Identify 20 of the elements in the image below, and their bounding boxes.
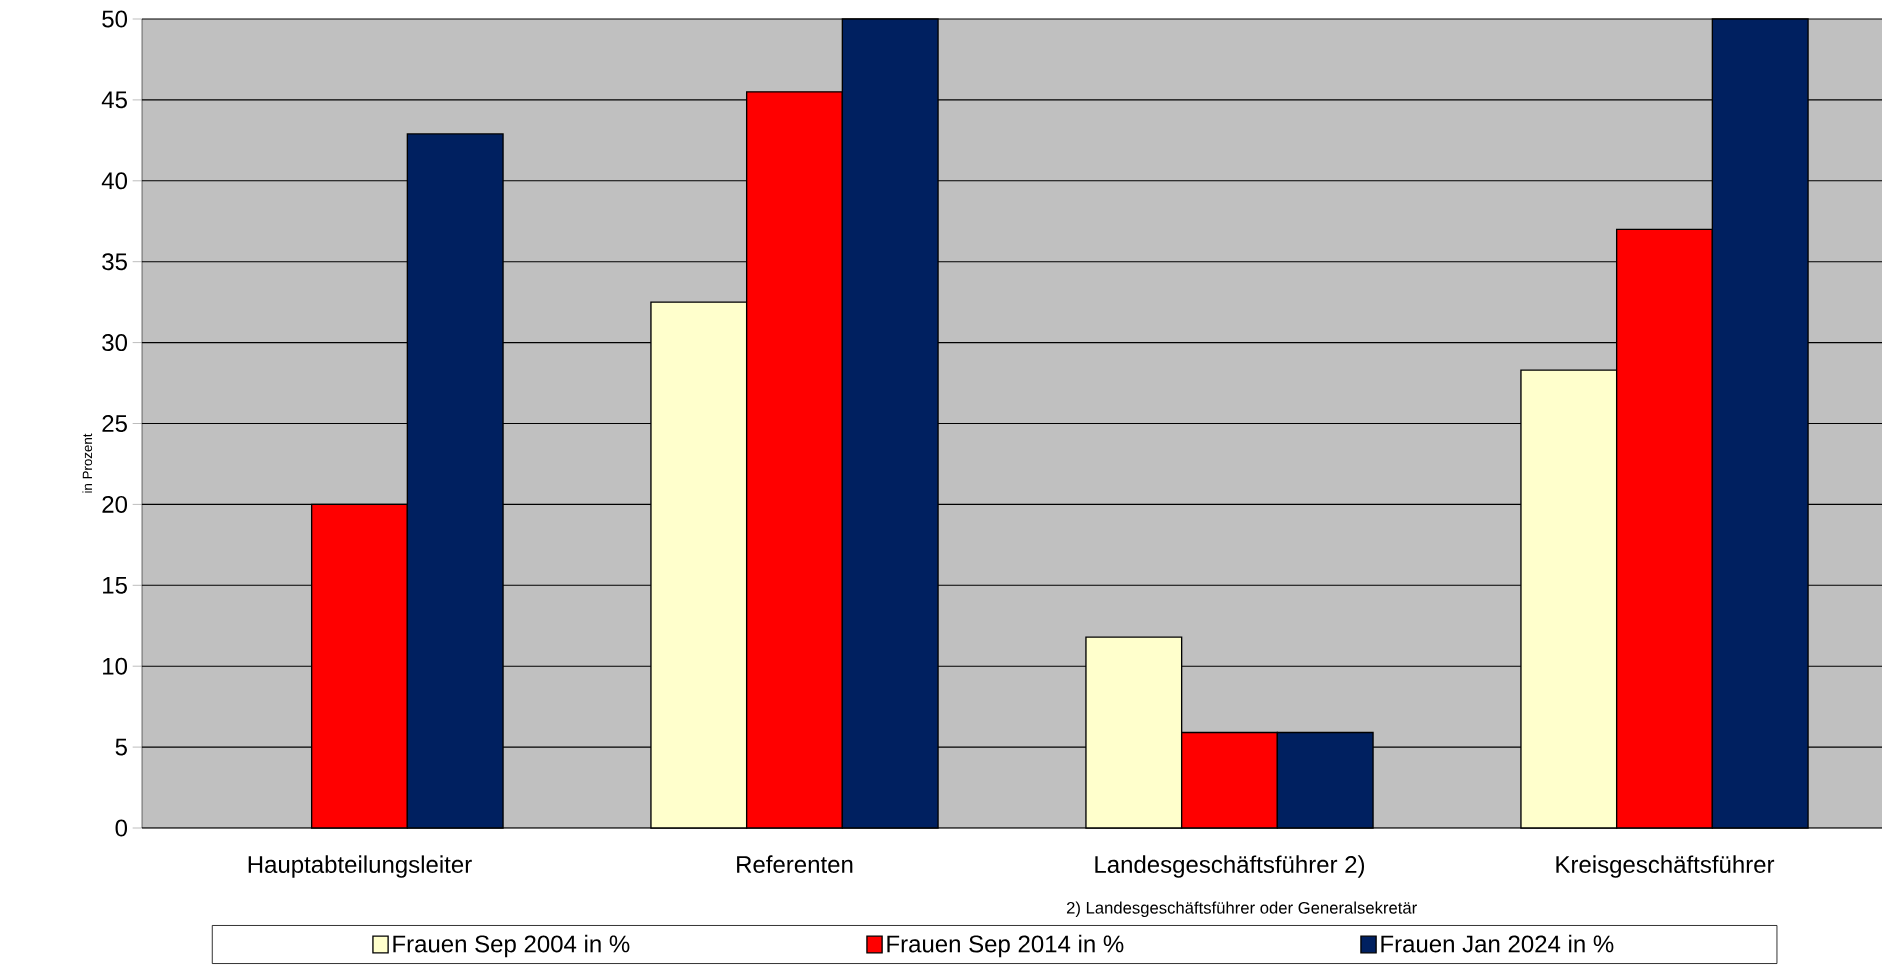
text: 2) Landesgeschäftsführer oder Generalsekretär (1066, 901, 1417, 918)
x-tick-label: Kreisgeschäftsführer (1556, 855, 1775, 878)
y-tick-label: 15 (103, 576, 127, 594)
y-tick-label: 35 (102, 253, 127, 271)
y-tick-label: 50 (102, 10, 128, 28)
y-tick-label: 45 (101, 91, 127, 109)
y-axis-title: in Prozent (82, 433, 93, 493)
y-tick-label: 20 (102, 495, 128, 513)
x-tick-label: Referenten (737, 855, 853, 873)
x-tick-label: Landesgeschäftsführer 2) (1095, 855, 1365, 878)
legend-label: Frauen Sep 2004 in % (393, 934, 630, 958)
legend-label: Frauen Sep 2014 in % (887, 934, 1124, 958)
y-tick-label: 0 (115, 819, 128, 837)
x-tick-label: Hauptabteilungsleiter (248, 855, 472, 878)
legend-label: Frauen Jan 2024 in % (1381, 934, 1614, 953)
y-tick-label: 30 (102, 334, 128, 352)
y-tick-label: 10 (103, 657, 128, 675)
y-tick-label: 40 (101, 172, 128, 190)
y-tick-label: 25 (102, 414, 127, 432)
y-tick-label: 5 (115, 738, 127, 756)
